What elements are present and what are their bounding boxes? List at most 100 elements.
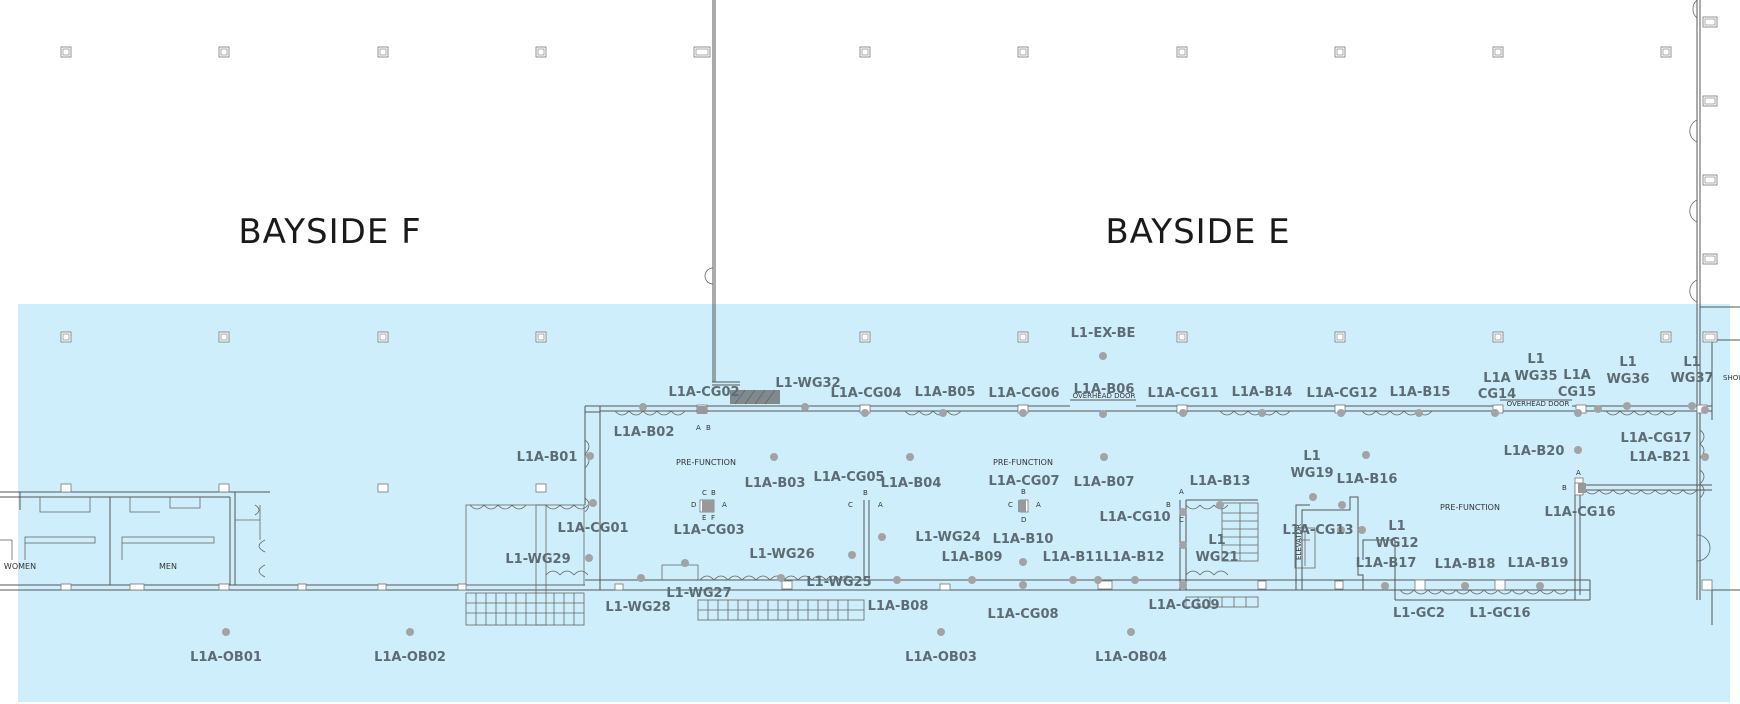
area-label: PRE-FUNCTION <box>993 458 1053 467</box>
outlet-letter: B <box>1562 484 1567 492</box>
booth-label[interactable]: WG12 <box>1375 536 1418 551</box>
booth-label[interactable]: L1A-OB04 <box>1095 650 1167 665</box>
outlet-letter: F <box>711 514 715 522</box>
booth-label[interactable]: L1A-B08 <box>868 599 929 614</box>
booth-dots <box>222 352 1709 636</box>
booth-label[interactable]: L1A-CG02 <box>668 385 739 400</box>
area-label: WOMEN <box>4 562 36 571</box>
exhibit-zone <box>18 304 1730 702</box>
outlet-letter: C <box>1179 516 1184 524</box>
booth-label[interactable]: WG37 <box>1670 371 1713 386</box>
booth-label[interactable]: L1 <box>1619 355 1636 370</box>
booth-label[interactable]: L1-WG25 <box>806 575 871 590</box>
booth-label[interactable]: CG15 <box>1558 385 1596 400</box>
booth-label[interactable]: L1A-CG06 <box>988 386 1059 401</box>
booth-label[interactable]: L1 <box>1683 355 1700 370</box>
outlet-letter: D <box>1021 516 1026 524</box>
area-label: OVERHEAD DOOR <box>1507 400 1570 408</box>
booth-label[interactable]: WG36 <box>1606 372 1649 387</box>
booth-label[interactable]: L1A-B17 <box>1356 556 1417 571</box>
booth-label[interactable]: L1-GC2 <box>1393 606 1445 621</box>
booth-label[interactable]: L1A-B13 <box>1190 474 1251 489</box>
booth-label[interactable]: L1A-B05 <box>915 385 976 400</box>
outlet-letter: B <box>1166 501 1171 509</box>
booth-label[interactable]: L1A-OB02 <box>374 650 446 665</box>
booth-label[interactable]: L1A-CG13 <box>1282 523 1353 538</box>
outlet-letter: A <box>696 424 701 432</box>
outlet-letter: C <box>1008 501 1013 509</box>
booth-label[interactable]: L1A-CG08 <box>987 607 1058 622</box>
booth-label[interactable]: L1A-B11 <box>1043 550 1104 565</box>
booth-label[interactable]: L1A-B01 <box>517 450 578 465</box>
booth-label[interactable]: CG14 <box>1478 387 1516 402</box>
booth-label[interactable]: L1 <box>1388 519 1405 534</box>
booth-label[interactable]: L1A-CG05 <box>813 470 884 485</box>
booth-label[interactable]: L1-WG28 <box>605 600 670 615</box>
outlet-letter: C <box>702 489 707 497</box>
booth-label[interactable]: L1A-B09 <box>942 550 1003 565</box>
booth-label[interactable]: L1-WG32 <box>775 376 840 391</box>
booth-label[interactable]: L1 <box>1208 533 1225 548</box>
booth-label[interactable]: L1A <box>1563 368 1590 383</box>
booth-label[interactable]: L1A-CG16 <box>1544 505 1615 520</box>
booth-label[interactable]: L1-WG26 <box>749 547 814 562</box>
booth-label[interactable]: L1 <box>1303 449 1320 464</box>
room-title-bayside-e: BAYSIDE E <box>1105 212 1290 252</box>
booth-label[interactable]: L1A-B14 <box>1232 385 1293 400</box>
booth-label[interactable]: WG21 <box>1195 550 1238 565</box>
booth-label[interactable]: L1 <box>1527 352 1544 367</box>
area-label: SHOW <box>1723 374 1740 382</box>
booth-label[interactable]: L1A-B19 <box>1508 556 1569 571</box>
booth-label[interactable]: L1A-B02 <box>614 425 675 440</box>
booth-label[interactable]: L1-GC16 <box>1469 606 1530 621</box>
booth-label[interactable]: L1A-B21 <box>1630 450 1691 465</box>
booth-label[interactable]: L1-WG27 <box>666 586 731 601</box>
booth-label[interactable]: L1A-B07 <box>1074 475 1135 490</box>
outlet-letter: A <box>1179 488 1184 496</box>
outlet-letter: A <box>722 501 727 509</box>
outlet-letter: A <box>1576 469 1581 477</box>
outlet-letter: B <box>863 489 868 497</box>
outlet-markers: A B C B D A E F B C A B C A D A B C A B <box>691 406 1586 524</box>
booth-label[interactable]: L1A-OB01 <box>190 650 262 665</box>
area-label: PRE-FUNCTION <box>676 458 736 467</box>
outlet-letter: E <box>702 514 706 522</box>
booth-label[interactable]: L1A-B10 <box>993 532 1054 547</box>
booth-label[interactable]: L1A-CG12 <box>1306 386 1377 401</box>
booth-label[interactable]: L1A-CG03 <box>673 523 744 538</box>
area-labels: PRE-FUNCTION PRE-FUNCTION PRE-FUNCTION O… <box>4 374 1740 571</box>
booth-label[interactable]: L1A <box>1483 371 1510 386</box>
booth-labels[interactable]: L1-EX-BE L1A-CG02 L1-WG32 L1A-CG04 L1A-B… <box>190 326 1713 665</box>
outlet-letter: A <box>878 501 883 509</box>
booth-label[interactable]: L1A-B06 <box>1074 382 1135 397</box>
booth-label[interactable]: L1A-B18 <box>1435 557 1496 572</box>
booth-label[interactable]: L1A-B15 <box>1390 385 1451 400</box>
outlet-letter: B <box>1021 488 1026 496</box>
booth-label[interactable]: L1A-B04 <box>881 476 942 491</box>
booth-label[interactable]: L1A-CG07 <box>988 474 1059 489</box>
booth-label[interactable]: L1-WG29 <box>505 552 570 567</box>
outlet-letter: A <box>1036 501 1041 509</box>
booth-label[interactable]: L1A-CG09 <box>1148 598 1219 613</box>
booth-label[interactable]: L1A-B20 <box>1504 444 1565 459</box>
booth-label[interactable]: L1A-CG01 <box>557 521 628 536</box>
booth-label[interactable]: L1A-CG10 <box>1099 510 1170 525</box>
booth-label[interactable]: L1A-CG11 <box>1147 386 1218 401</box>
booth-label[interactable]: WG19 <box>1290 466 1333 481</box>
room-title-bayside-f: BAYSIDE F <box>238 212 421 252</box>
booth-label[interactable]: L1-EX-BE <box>1071 326 1136 341</box>
outlet-letter: D <box>691 501 696 509</box>
booth-label[interactable]: L1A-B03 <box>745 476 806 491</box>
area-label: ELEVATOR <box>1295 524 1303 560</box>
area-label: PRE-FUNCTION <box>1440 503 1500 512</box>
booth-label[interactable]: L1A-OB03 <box>905 650 977 665</box>
booth-label[interactable]: L1A-CG04 <box>830 386 901 401</box>
area-label: MEN <box>159 562 177 571</box>
booth-label[interactable]: WG35 <box>1514 369 1557 384</box>
outlet-letter: C <box>848 501 853 509</box>
booth-label[interactable]: L1A-B16 <box>1337 472 1398 487</box>
booth-label[interactable]: L1A-B12 <box>1104 550 1165 565</box>
booth-label[interactable]: L1A-CG17 <box>1620 431 1691 446</box>
booth-label[interactable]: L1-WG24 <box>915 530 980 545</box>
